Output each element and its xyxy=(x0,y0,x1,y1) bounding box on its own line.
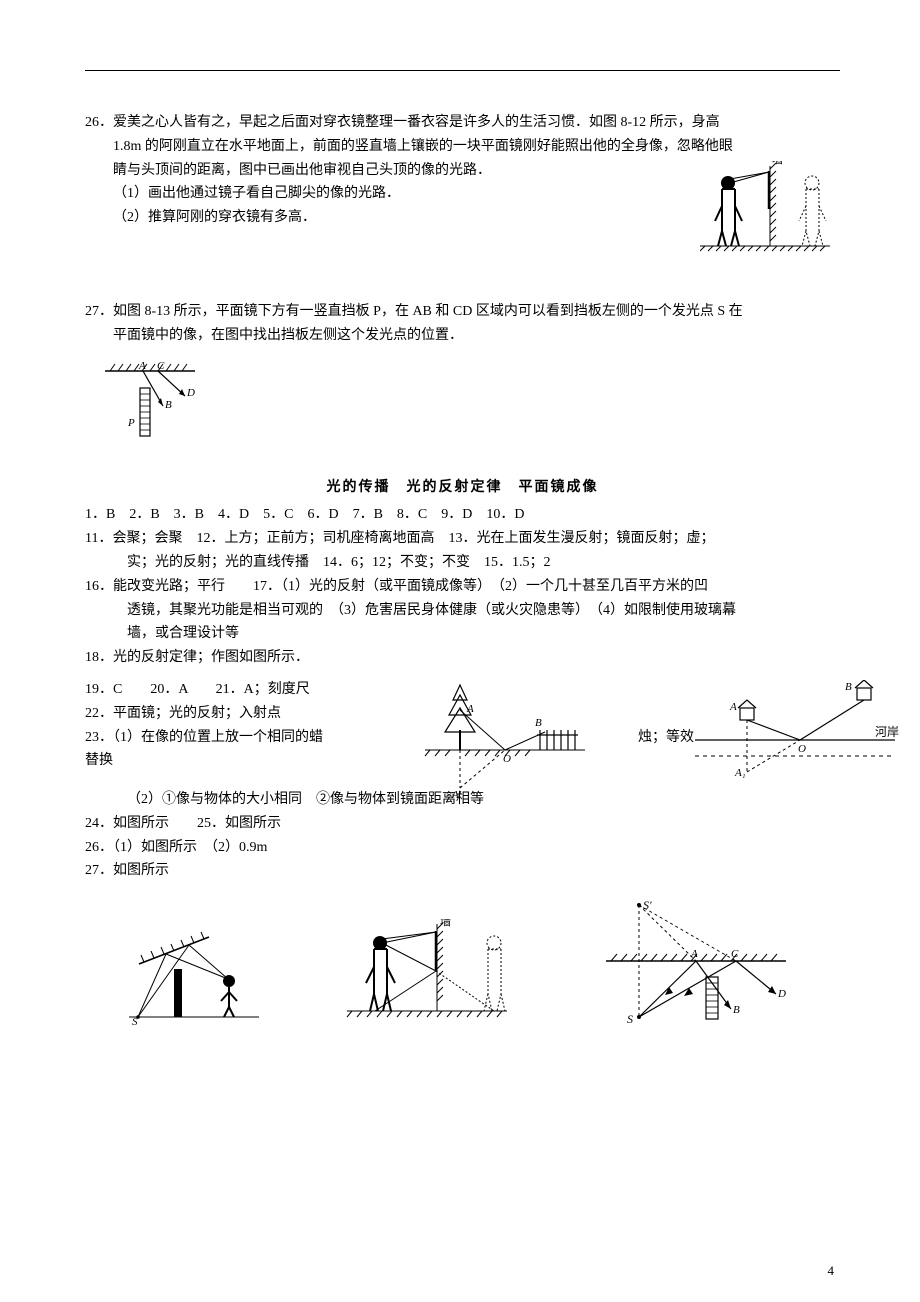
q27-figure: A C B D P xyxy=(85,356,840,446)
svg-text:墙: 墙 xyxy=(440,919,451,928)
svg-text:O: O xyxy=(503,753,511,765)
svg-text:S: S xyxy=(627,1012,633,1026)
ans-1-10: 1．B 2．B 3．B 4．D 5．C 6．D 7．B 8．C 9．D 10．D xyxy=(85,503,840,527)
ans-16-17a: 16．能改变光路；平行 17．（1）光的反射（或平面镜成像等） （2）一个几十甚… xyxy=(85,575,840,599)
svg-text:A₁: A₁ xyxy=(734,767,746,779)
q26-line1: 爱美之心人皆有之，早起之后面对穿衣镜整理一番衣容是许多人的生活习惯．如图 8-1… xyxy=(113,115,720,130)
q27-number: 27． xyxy=(85,304,113,319)
svg-text:B: B xyxy=(165,399,172,411)
svg-text:D: D xyxy=(777,988,786,1000)
svg-text:C: C xyxy=(157,360,165,372)
ans-11-15b: 实；光的反射；光的直线传播 14．6；12；不变；不变 15．1.5；2 xyxy=(85,551,840,575)
svg-text:O: O xyxy=(798,743,806,755)
wall-label: 墙 xyxy=(772,161,783,166)
answer-block: 1．B 2．B 3．B 4．D 5．C 6．D 7．B 8．C 9．D 10．D… xyxy=(85,503,840,883)
svg-text:A: A xyxy=(466,703,474,715)
svg-text:D: D xyxy=(186,387,195,399)
problem-26: 26．爱美之心人皆有之，早起之后面对穿衣镜整理一番衣容是许多人的生活习惯．如图 … xyxy=(85,111,840,230)
svg-text:C: C xyxy=(731,948,739,960)
page-number: 4 xyxy=(828,1260,835,1282)
ans-16-17c: 墙，或合理设计等 xyxy=(85,622,840,646)
top-divider xyxy=(85,70,840,71)
ans-18: 18．光的反射定律；作图如图所示． xyxy=(85,646,840,670)
svg-text:B: B xyxy=(845,681,852,693)
svg-text:A: A xyxy=(729,701,737,713)
ans-23a: 23．（1）在像的位置上放一个相同的蜡 xyxy=(85,730,323,745)
svg-text:河岸: 河岸 xyxy=(875,725,899,739)
q26-figure: 墙 xyxy=(700,161,830,261)
problem-27: 27．如图 8-13 所示，平面镜下方有一竖直挡板 P，在 AB 和 CD 区域… xyxy=(85,300,840,446)
fig-24: S xyxy=(124,929,264,1029)
q26-line2: 1.8m 的阿刚直立在水平地面上，前面的竖直墙上镶嵌的一块平面镜刚好能照出他的全… xyxy=(85,135,840,159)
svg-text:A: A xyxy=(690,948,698,960)
bottom-figures: S 墙 xyxy=(85,899,840,1029)
fig-27: S S' A C B D xyxy=(591,899,801,1029)
q27-line2: 平面镜中的像，在图中找出挡板左侧这个发光点的位置． xyxy=(85,324,840,348)
ans-27: 27．如图所示 xyxy=(85,859,840,883)
fig-26: 墙 xyxy=(342,919,512,1029)
ans-26: 26．（1）如图所示 （2）0.9m xyxy=(85,836,840,860)
q26-number: 26． xyxy=(85,115,113,130)
answer-title: 光的传播 光的反射定律 平面镜成像 xyxy=(85,476,840,500)
svg-text:A': A' xyxy=(451,789,462,800)
q27-line1: 如图 8-13 所示，平面镜下方有一竖直挡板 P，在 AB 和 CD 区域内可以… xyxy=(113,304,743,319)
ans-16-17b: 透镜，其聚光功能是相当可观的 （3）危害居民身体健康（或火灾隐患等） （4）如限… xyxy=(85,599,840,623)
inline-answer-figures: A B xyxy=(405,680,905,800)
svg-text:B: B xyxy=(733,1004,740,1016)
svg-text:B: B xyxy=(535,717,542,729)
svg-text:A: A xyxy=(138,360,146,372)
svg-text:P: P xyxy=(127,417,135,429)
ans-11-15a: 11．会聚；会聚 12．上方；正前方；司机座椅离地面高 13．光在上面发生漫反射… xyxy=(85,527,840,551)
ans-24-25: 24．如图所示 25．如图所示 xyxy=(85,812,840,836)
